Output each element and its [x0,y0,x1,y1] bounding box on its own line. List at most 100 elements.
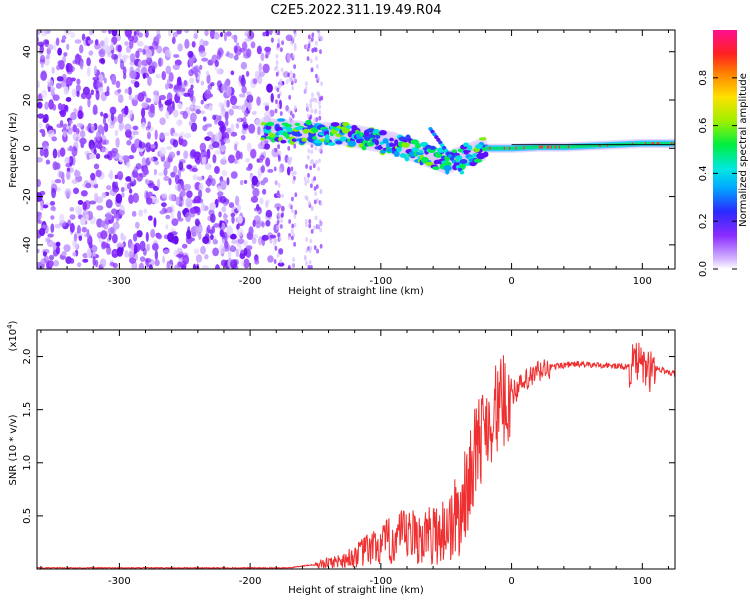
signal-band-core [672,141,674,145]
signal-blob [330,122,340,127]
signal-blob [432,166,440,171]
streak-speckle [294,192,298,198]
noise-speckle [231,239,238,245]
noise-speckle [241,260,245,267]
streak-speckle [320,36,324,42]
streak-speckle [293,143,297,149]
noise-speckle [154,249,159,261]
signal-band-core [523,146,525,150]
noise-speckle [228,52,234,59]
noise-speckle [74,39,82,44]
noise-speckle [188,121,193,126]
noise-speckle [44,101,49,110]
noise-speckle [74,170,81,178]
noise-speckle [195,227,200,237]
noise-speckle [223,212,227,222]
noise-speckle [236,228,244,237]
ytick-label: 0.5 [22,508,33,524]
noise-speckle [205,163,212,170]
noise-speckle [63,244,71,253]
noise-speckle [96,130,102,141]
signal-band-core [629,142,631,146]
signal-blob [475,144,483,150]
noise-speckle [87,39,94,45]
signal-blob [414,142,422,149]
signal-band-core [495,146,498,150]
streak-speckle [310,205,314,211]
signal-blob [454,155,463,161]
signal-band-core [561,145,563,149]
noise-speckle [109,122,115,129]
noise-speckle [110,112,115,122]
signal-band-core [552,145,554,149]
signal-band-core [490,146,493,150]
noise-speckle [108,30,112,35]
noise-speckle [47,44,54,51]
signal-band-core [634,142,636,146]
noise-speckle [206,131,214,137]
noise-speckle [92,255,96,267]
signal-band-core [656,141,659,145]
noise-speckle [188,69,194,77]
noise-speckle [85,182,92,189]
noise-speckle [85,213,89,220]
noise-speckle [204,30,209,37]
noise-speckle [156,178,161,189]
noise-speckle [165,110,170,119]
signal-band-core [488,146,490,150]
noise-speckle [154,129,158,140]
noise-speckle [54,223,61,229]
streak-speckle [276,225,280,230]
noise-speckle [224,111,229,121]
streak-speckle [275,99,278,105]
noise-speckle [176,119,183,127]
noise-speckle [177,210,182,220]
noise-speckle [285,79,289,85]
noise-speckle [162,249,171,254]
noise-speckle [212,154,217,164]
noise-speckle [180,189,186,198]
noise-speckle [158,172,164,177]
noise-speckle [201,201,205,212]
streak-speckle [304,195,308,200]
noise-speckle [80,217,86,226]
noise-speckle [173,84,181,94]
noise-speckle [93,163,100,170]
signal-band-core [601,143,604,147]
signal-band-core [626,142,629,146]
noise-speckle [197,176,203,181]
streak-speckle [313,117,317,123]
snr-scale-label: (x10 [8,329,19,352]
noise-speckle [82,86,91,95]
signal-band-core [559,145,562,149]
streak-speckle [276,190,280,196]
noise-speckle [96,205,104,211]
noise-speckle [45,159,51,165]
noise-speckle [241,85,247,94]
streak-speckle [318,158,321,164]
noise-speckle [220,181,227,191]
noise-speckle [68,145,73,152]
signal-band-core [641,142,643,146]
streak-speckle [304,219,308,224]
noise-speckle [212,141,220,149]
signal-blob [335,140,343,145]
noise-speckle [142,48,146,56]
signal-band-core [575,145,578,149]
noise-speckle [130,243,135,251]
noise-speckle [112,222,120,230]
streak-speckle [308,219,312,224]
signal-blob [339,136,348,142]
noise-speckle [155,73,161,79]
noise-speckle [76,78,81,85]
streak-speckle [274,238,277,244]
signal-band-core [597,144,600,148]
signal-band-core [646,141,648,145]
noise-speckle [210,213,216,224]
signal-blob [429,145,436,150]
noise-speckle [220,125,225,135]
noise-speckle [152,197,160,204]
noise-speckle [77,262,82,268]
signal-blob [294,122,301,127]
